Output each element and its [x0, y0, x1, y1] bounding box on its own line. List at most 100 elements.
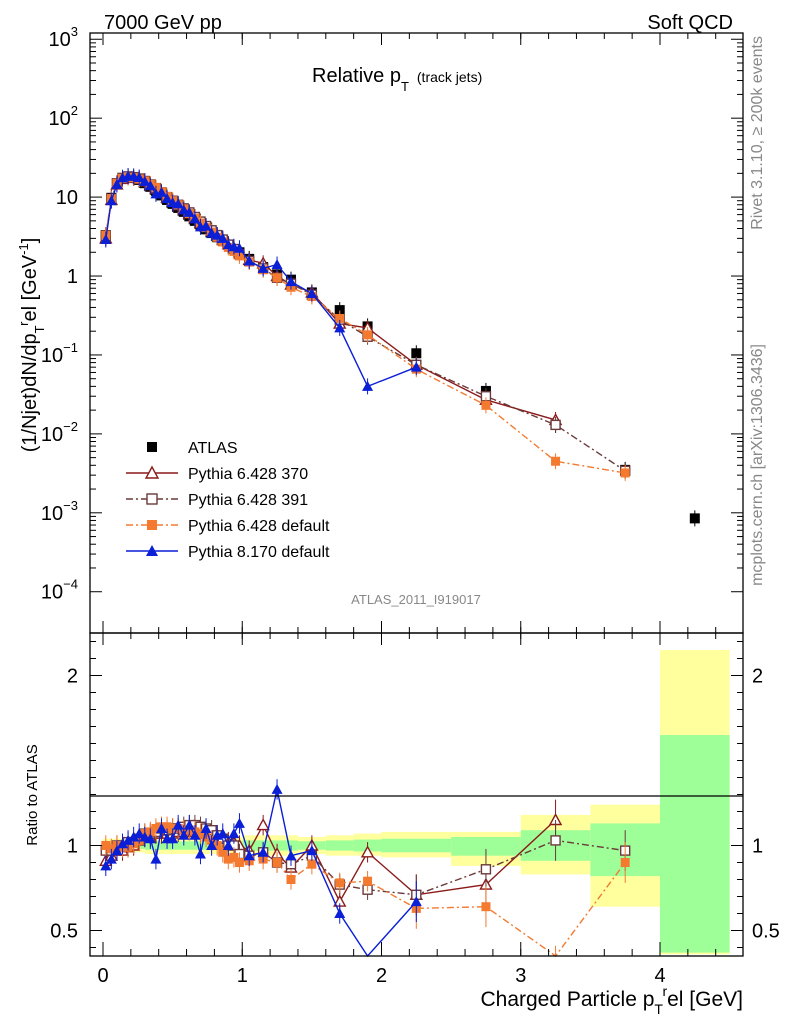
legend-label-2: Pythia 6.428 391	[188, 492, 308, 509]
main-ytick-exp: −1	[63, 340, 78, 355]
ratio-point	[218, 847, 228, 857]
ratio-point	[620, 858, 630, 867]
data-point	[306, 288, 318, 299]
main-panel-frame	[89, 32, 744, 634]
xtick-label-0: 0	[97, 965, 108, 987]
ratio-point	[101, 841, 111, 850]
ratio-point	[363, 876, 373, 886]
xlabel-sup: r	[662, 983, 667, 999]
data-point	[200, 220, 212, 231]
ratio-point	[133, 828, 145, 839]
y-axis-label-ratio: Ratio to ATLAS	[24, 744, 41, 845]
data-point	[272, 273, 282, 283]
data-point	[217, 232, 229, 243]
ratio-ytick-label-right-0: 0.5	[752, 921, 780, 943]
data-point	[243, 255, 255, 266]
series-ratio-4	[100, 779, 422, 958]
ratio-point	[228, 828, 240, 839]
main-ytick-exp: 3	[71, 24, 78, 39]
ratio-point	[334, 908, 346, 918]
main-ytick-base: 1	[67, 266, 78, 288]
data-point	[620, 468, 630, 478]
main-ytick-base: 10	[49, 108, 71, 130]
data-point	[550, 419, 561, 431]
xlabel-tail: el [GeV]	[667, 988, 743, 1011]
main-ytick-label-3: 1	[67, 266, 78, 288]
ratio-point	[144, 833, 156, 844]
main-ytick-label-7: 10−4	[41, 577, 78, 604]
ratio-point	[271, 783, 283, 794]
ratio-point	[480, 864, 492, 875]
data-point	[335, 313, 345, 323]
ratio-point	[151, 824, 161, 833]
legend-label-3: Pythia 6.428 default	[188, 518, 330, 535]
ratio-point	[194, 848, 206, 859]
legend-label-1: Pythia 6.428 370	[188, 466, 308, 483]
ratio-point	[172, 819, 184, 830]
xtick-label-3: 3	[515, 965, 526, 987]
data-point	[233, 242, 245, 253]
data-point	[139, 175, 151, 186]
plot-title-sub: T	[401, 79, 409, 94]
main-ytick-exp: −2	[63, 419, 78, 434]
side-text-top: Rivet 3.1.10, ≥ 200k events	[749, 36, 766, 230]
data-point	[271, 258, 283, 269]
data-point	[481, 400, 491, 410]
ratio-point	[233, 817, 245, 828]
ratio-point	[116, 838, 128, 849]
ratio-point	[229, 852, 239, 862]
ylabel-sup: r	[16, 321, 31, 326]
series-line-ratio-4	[105, 789, 417, 958]
watermark: ATLAS_2011_I919017	[351, 592, 481, 607]
header-left: 7000 GeV pp	[104, 12, 222, 34]
data-point	[410, 361, 422, 372]
data-point	[111, 178, 123, 189]
ratio-point	[550, 835, 561, 846]
ratio-point	[481, 902, 491, 912]
ratio-point	[234, 858, 244, 867]
main-ytick-label-4: 10−1	[41, 340, 78, 367]
legend-marker-0	[147, 442, 157, 452]
main-ytick-base: 10	[41, 424, 63, 446]
main-ytick-exp: −4	[63, 577, 78, 592]
x-axis-label: Charged Particle pTrel [GeV]	[480, 983, 743, 1017]
ratio-point	[178, 829, 190, 840]
ratio-point	[307, 859, 317, 869]
main-ytick-base: 10	[56, 187, 78, 209]
ratio-point	[195, 829, 205, 839]
ratio-point	[150, 853, 162, 864]
legend-marker-1	[144, 465, 160, 479]
main-ytick-exp: 2	[71, 103, 78, 118]
main-ytick-label-1: 102	[49, 103, 78, 130]
data-point	[100, 234, 112, 245]
ratio-point	[162, 822, 172, 832]
plot-title-tail: (track jets)	[417, 69, 482, 85]
data-point	[189, 213, 201, 224]
y-axis-label-main: (1/Njet)dN/dpTrel [GeV-1]	[16, 238, 47, 453]
ratio-ytick-label-1: 1	[67, 836, 78, 858]
xlabel-sub: T	[654, 1001, 663, 1017]
ylabel-tail: el [GeV	[19, 254, 41, 321]
main-ytick-exp: −3	[63, 498, 78, 513]
ratio-point	[335, 878, 345, 888]
side-text-bottom: mcplots.cern.ch [arXiv:1306.3436]	[749, 344, 766, 586]
xtick-label-1: 1	[237, 965, 248, 987]
main-ytick-label-6: 10−3	[41, 498, 78, 525]
main-ytick-label-2: 10	[56, 187, 78, 209]
ratio-point	[222, 840, 234, 850]
data-point	[363, 330, 373, 340]
data-point	[211, 229, 223, 240]
ratio-band-green-6	[381, 838, 452, 853]
ratio-point	[257, 846, 269, 857]
legend-marker-3	[147, 520, 157, 530]
data-point	[172, 198, 184, 209]
ratio-band-green-4	[325, 840, 354, 851]
data-point	[155, 186, 167, 197]
main-ytick-label-0: 103	[49, 24, 78, 51]
legend-label-4: Pythia 8.170 default	[188, 544, 330, 561]
data-point	[334, 322, 346, 333]
ratio-ytick-label-right-1: 1	[752, 836, 763, 858]
legend: ATLAS Pythia 6.428 370 Pythia 6.428 391 Pyt…	[126, 440, 330, 561]
ratio-point	[410, 896, 422, 907]
